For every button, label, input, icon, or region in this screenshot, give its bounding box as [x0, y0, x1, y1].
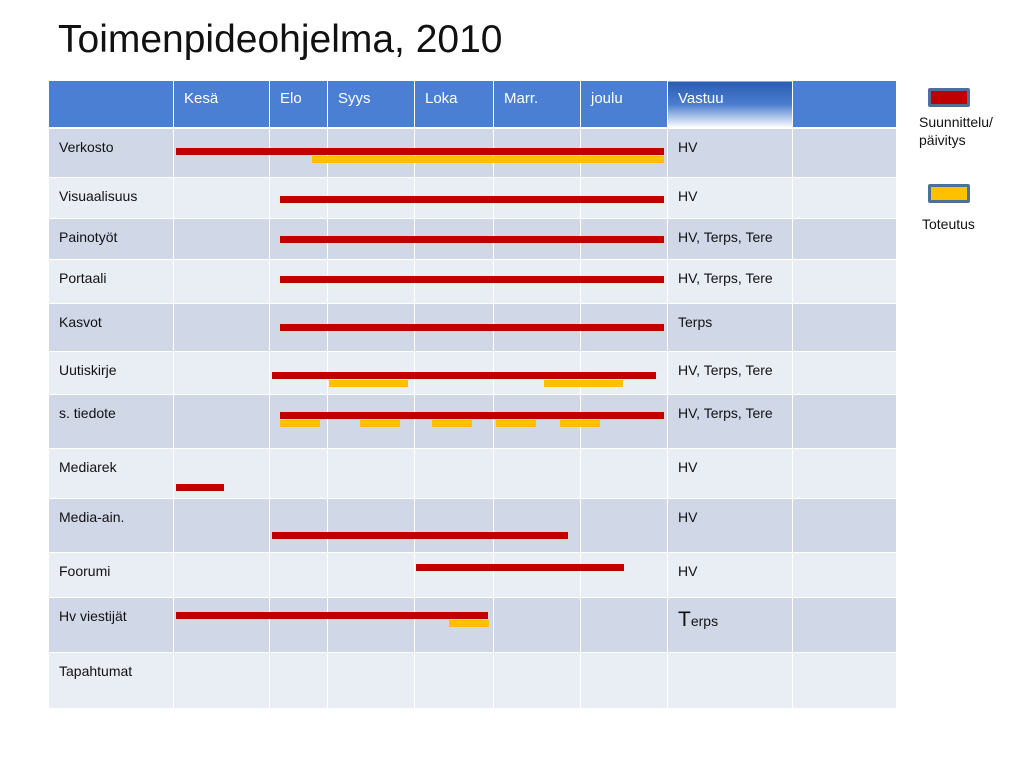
task-label: Visuaalisuus	[48, 177, 174, 219]
responsible-cell	[667, 652, 793, 709]
task-label: Portaali	[48, 259, 174, 304]
schedule-table: Kesä Elo Syys Loka Marr. joulu Vastuu Ve…	[48, 80, 897, 709]
table-row: Visuaalisuus HV	[48, 177, 897, 219]
responsible-cell: HV, Terps, Tere	[667, 351, 793, 395]
page-title: Toimenpideohjelma, 2010	[58, 18, 503, 61]
responsible-cell: HV, Terps, Tere	[667, 218, 793, 260]
header-elo: Elo	[269, 80, 328, 129]
header-cell-blank	[48, 80, 174, 129]
responsible-cell: Terps	[667, 597, 793, 653]
table-row: Hv viestijät Terps	[48, 597, 897, 653]
responsible-cell: HV	[667, 448, 793, 499]
header-loka: Loka	[414, 80, 494, 129]
header-marr: Marr.	[493, 80, 581, 129]
task-label: Hv viestijät	[48, 597, 174, 653]
task-label: Media-ain.	[48, 498, 174, 553]
table-row: Painotyöt HV, Terps, Tere	[48, 218, 897, 260]
table-row: Kasvot Terps	[48, 303, 897, 352]
task-label: Mediarek	[48, 448, 174, 499]
task-label: Uutiskirje	[48, 351, 174, 395]
responsible-cell: Terps	[667, 303, 793, 352]
table-row: Tapahtumat	[48, 652, 897, 709]
execution-legend-label: Toteutus	[922, 216, 975, 232]
responsible-cell: HV	[667, 552, 793, 598]
header-syys: Syys	[327, 80, 415, 129]
responsible-cell: HV, Terps, Tere	[667, 259, 793, 304]
table-row: Uutiskirje HV, Terps, Tere	[48, 351, 897, 395]
table-row: Media-ain. HV	[48, 498, 897, 553]
responsible-cell: HV	[667, 177, 793, 219]
task-label: Foorumi	[48, 552, 174, 598]
table-row: s. tiedote HV, Terps, Tere	[48, 394, 897, 449]
header-row: Kesä Elo Syys Loka Marr. joulu Vastuu	[48, 80, 897, 129]
header-cell-extra	[792, 80, 897, 129]
responsible-cell: HV, Terps, Tere	[667, 394, 793, 449]
planning-legend-swatch	[928, 88, 970, 107]
header-kesa: Kesä	[173, 80, 270, 129]
table-row: Verkosto HV	[48, 127, 897, 178]
task-label: Painotyöt	[48, 218, 174, 260]
task-label: s. tiedote	[48, 394, 174, 449]
task-label: Kasvot	[48, 303, 174, 352]
header-joulu: joulu	[580, 80, 668, 129]
task-label: Verkosto	[48, 127, 174, 178]
responsible-cell: HV	[667, 498, 793, 553]
execution-legend-swatch	[928, 184, 970, 203]
responsible-rest: erps	[690, 613, 719, 629]
task-label: Tapahtumat	[48, 652, 174, 709]
header-vastuu: Vastuu	[667, 80, 793, 129]
table-row: Portaali HV, Terps, Tere	[48, 259, 897, 304]
planning-legend-label: Suunnittelu/ päivitys	[919, 114, 993, 148]
table-row: Foorumi HV	[48, 552, 897, 598]
table-row: Mediarek HV	[48, 448, 897, 499]
responsible-cell: HV	[667, 127, 793, 178]
responsible-big-letter: T	[678, 608, 691, 631]
